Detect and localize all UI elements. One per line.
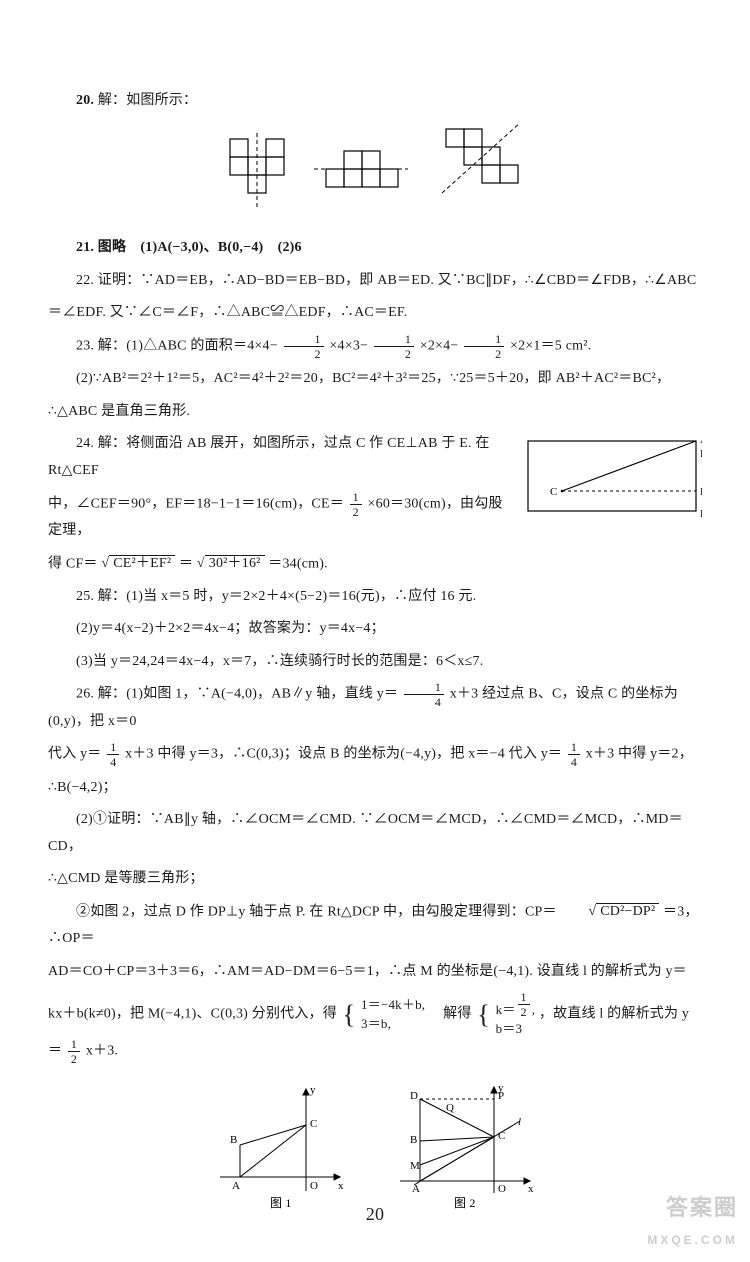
q24-rect: A F E B C bbox=[522, 435, 702, 536]
svg-text:l: l bbox=[518, 1116, 521, 1128]
svg-text:C: C bbox=[550, 486, 558, 498]
q22-l2: ＝∠EDF. 又∵∠C＝∠F，∴△ABC≌△EDF，∴AC＝EF. bbox=[48, 305, 407, 320]
q23-l3: ∴△ABC 是直角三角形. bbox=[48, 404, 190, 419]
q25-l1: 25. 解：(1)当 x＝5 时，y＝2×2＋4×(5−2)＝16(元)，∴应付… bbox=[76, 589, 476, 604]
system-2: k＝12, b＝3 bbox=[496, 991, 536, 1037]
q20-label: 解：如图所示： bbox=[98, 93, 197, 108]
svg-text:B: B bbox=[230, 1134, 238, 1146]
sqrt-2: √30²＋16² bbox=[197, 551, 265, 578]
frac-1-2: 12 bbox=[284, 333, 324, 360]
svg-text:F: F bbox=[700, 448, 702, 460]
brace-left-2: { bbox=[477, 1002, 490, 1028]
q20-diagrams bbox=[48, 121, 702, 222]
shape-1 bbox=[222, 131, 296, 211]
frac-1-4: 14 bbox=[404, 681, 444, 708]
svg-text:O: O bbox=[310, 1180, 318, 1192]
svg-text:x: x bbox=[528, 1183, 534, 1195]
svg-text:O: O bbox=[498, 1183, 506, 1195]
shape-2 bbox=[312, 141, 412, 211]
fig-1: A B C O x y 图 1 bbox=[210, 1081, 350, 1211]
sqrt-1: √CE²＋EF² bbox=[101, 551, 175, 578]
svg-text:E: E bbox=[700, 486, 702, 498]
q24-l1: 24. 解：将侧面沿 AB 展开，如图所示，过点 C 作 CE⊥AB 于 E. … bbox=[48, 436, 490, 478]
sqrt-3: √CD²−DP² bbox=[560, 899, 659, 926]
q23-l2: (2)∵AB²＝2²＋1²＝5，AC²＝4²＋2²＝20，BC²＝4²＋3²＝2… bbox=[76, 371, 670, 386]
watermark: 答案圈 MXQE.COM bbox=[647, 1187, 738, 1252]
svg-text:x: x bbox=[338, 1180, 344, 1192]
shape-3 bbox=[428, 121, 528, 211]
q20-num: 20. bbox=[76, 93, 94, 108]
svg-text:C: C bbox=[498, 1130, 506, 1142]
q25-l3: (3)当 y＝24,24＝4x−4，x＝7，∴连续骑行时长的范围是：6＜x≤7. bbox=[76, 654, 483, 669]
svg-text:y: y bbox=[310, 1084, 316, 1096]
svg-text:Q: Q bbox=[446, 1102, 454, 1114]
svg-text:B: B bbox=[410, 1134, 418, 1146]
fig-2: A B C D M O P Q l x y 图 2 bbox=[390, 1081, 540, 1211]
svg-text:A: A bbox=[412, 1183, 420, 1195]
svg-text:A: A bbox=[232, 1180, 240, 1192]
svg-text:D: D bbox=[410, 1090, 418, 1102]
svg-text:B: B bbox=[700, 508, 702, 520]
q25-l2: (2)y＝4(x−2)＋2×2＝4x−4；故答案为：y＝4x−4； bbox=[76, 621, 385, 636]
q21: 21. 图略 (1)A(−3,0)、B(0,−4) (2)6 bbox=[76, 240, 302, 255]
brace-left-1: { bbox=[343, 1002, 356, 1028]
svg-text:C: C bbox=[310, 1118, 318, 1130]
page-number: 20 bbox=[0, 1197, 750, 1231]
svg-text:M: M bbox=[410, 1160, 420, 1172]
q22-l1: 22. 证明：∵AD＝EB，∴AD−BD＝EB−BD，即 AB＝ED. 又∵BC… bbox=[76, 273, 696, 288]
svg-text:y: y bbox=[498, 1082, 504, 1094]
system-1: 1＝−4k＋b, 3＝b, bbox=[361, 996, 425, 1032]
svg-text:A: A bbox=[700, 435, 702, 446]
q23-l1a: 23. 解：(1)△ABC 的面积＝4×4− bbox=[76, 339, 278, 354]
